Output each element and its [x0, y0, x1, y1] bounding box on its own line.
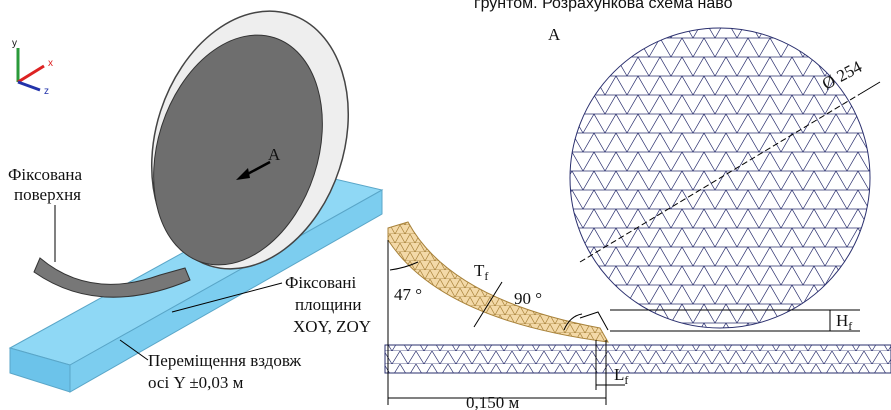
displacement-1: Переміщення вздовж — [148, 351, 301, 370]
axes-triad: y x z — [12, 38, 53, 97]
distance-label: 0,150 м — [466, 393, 520, 410]
displacement-2: осі Y ±0,03 м — [148, 373, 244, 392]
axis-y: y — [12, 38, 17, 49]
arrow-label: A — [268, 145, 281, 164]
fin-mesh-lines — [388, 222, 608, 342]
fixed-planes-2: площини — [295, 295, 361, 314]
fixed-surface-1: Фіксована — [8, 165, 82, 184]
angle-tip: 90 ° — [514, 289, 542, 308]
angle-fin: 47 ° — [394, 285, 422, 304]
title-fragment: ґрунтом. Розрахункова схема наво — [474, 0, 733, 12]
ground-mesh — [385, 345, 891, 373]
thickness-label: Tf — [474, 261, 488, 283]
fixed-surface-2: поверхня — [14, 185, 81, 204]
diameter-line — [860, 82, 880, 94]
fixed-planes-1: Фіксовані — [285, 273, 356, 292]
height-label: Hf — [836, 311, 852, 333]
view-label: A — [548, 25, 561, 44]
axis-x: x — [48, 58, 53, 69]
figure: ґрунтом. Розрахункова схема наво y x z A… — [0, 0, 891, 410]
fixed-planes-3: XOY, ZOY — [293, 317, 371, 336]
axis-z: z — [44, 86, 49, 97]
diameter-label: Ø 254 — [819, 57, 865, 94]
